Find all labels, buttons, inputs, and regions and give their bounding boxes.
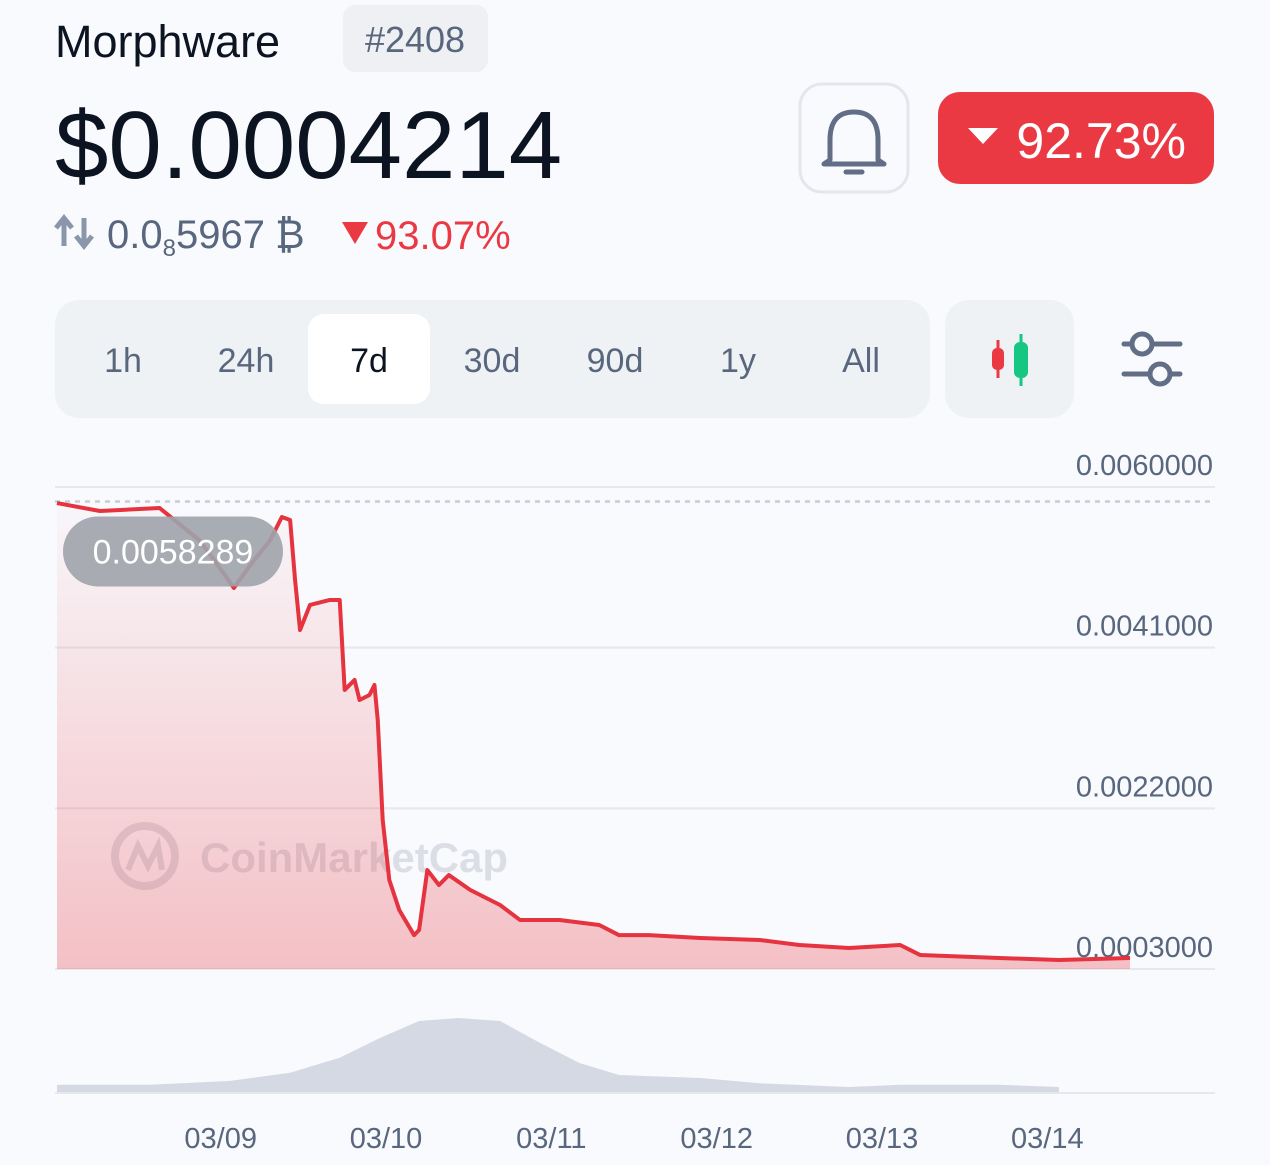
- x-tick-label: 03/11: [516, 1123, 586, 1155]
- tab-label[interactable]: 1y: [720, 342, 756, 380]
- alert-button[interactable]: [798, 82, 910, 194]
- tab-label[interactable]: All: [842, 342, 880, 380]
- rank: #2408: [365, 19, 465, 60]
- rank-badge: [343, 5, 488, 72]
- btc-symbol: ₿: [275, 213, 305, 257]
- tab-bar: [55, 300, 930, 418]
- price-area: [57, 503, 1130, 969]
- y-tick-label: 0.0060000: [1076, 450, 1213, 482]
- tab-label[interactable]: 24h: [218, 342, 275, 380]
- btc-lead: 0.0: [107, 213, 163, 257]
- volume-area: [57, 1018, 1059, 1093]
- y-tick-label: 0.0041000: [1076, 611, 1213, 643]
- tab-label[interactable]: 30d: [464, 342, 521, 380]
- change-pill: [938, 92, 1214, 184]
- coin-name: Morphware: [55, 16, 280, 67]
- price: $0.0004214: [55, 92, 562, 199]
- swap-icon: [54, 213, 94, 251]
- x-tick-label: 03/10: [350, 1123, 423, 1155]
- bell-icon: [821, 109, 887, 175]
- change: 92.73%: [1016, 113, 1186, 169]
- tab-label[interactable]: 90d: [587, 342, 644, 380]
- y-tick-label: 0.0022000: [1076, 771, 1213, 803]
- btc-price: 0.085967 ₿: [107, 213, 305, 262]
- x-tick-label: 03/09: [184, 1123, 257, 1155]
- btc-digits: 5967: [176, 213, 265, 257]
- x-tick-label: 03/12: [680, 1123, 753, 1155]
- active-tab[interactable]: [308, 314, 430, 404]
- reference-pill: [63, 516, 283, 587]
- btc-subscript: 8: [163, 235, 176, 262]
- candle-icon: [992, 334, 1028, 386]
- reference-label: 0.0058289: [93, 533, 254, 571]
- btc-down-arrow: [342, 222, 368, 244]
- chart-type-button[interactable]: [945, 300, 1074, 418]
- x-tick-label: 03/13: [846, 1123, 919, 1155]
- tab-label[interactable]: 1h: [104, 342, 142, 380]
- settings-icon[interactable]: [1121, 331, 1183, 387]
- tab-label[interactable]: 7d: [350, 342, 388, 380]
- btc-change: 93.07%: [375, 214, 511, 258]
- x-tick-label: 03/14: [1011, 1123, 1084, 1155]
- down-arrow: [968, 128, 998, 144]
